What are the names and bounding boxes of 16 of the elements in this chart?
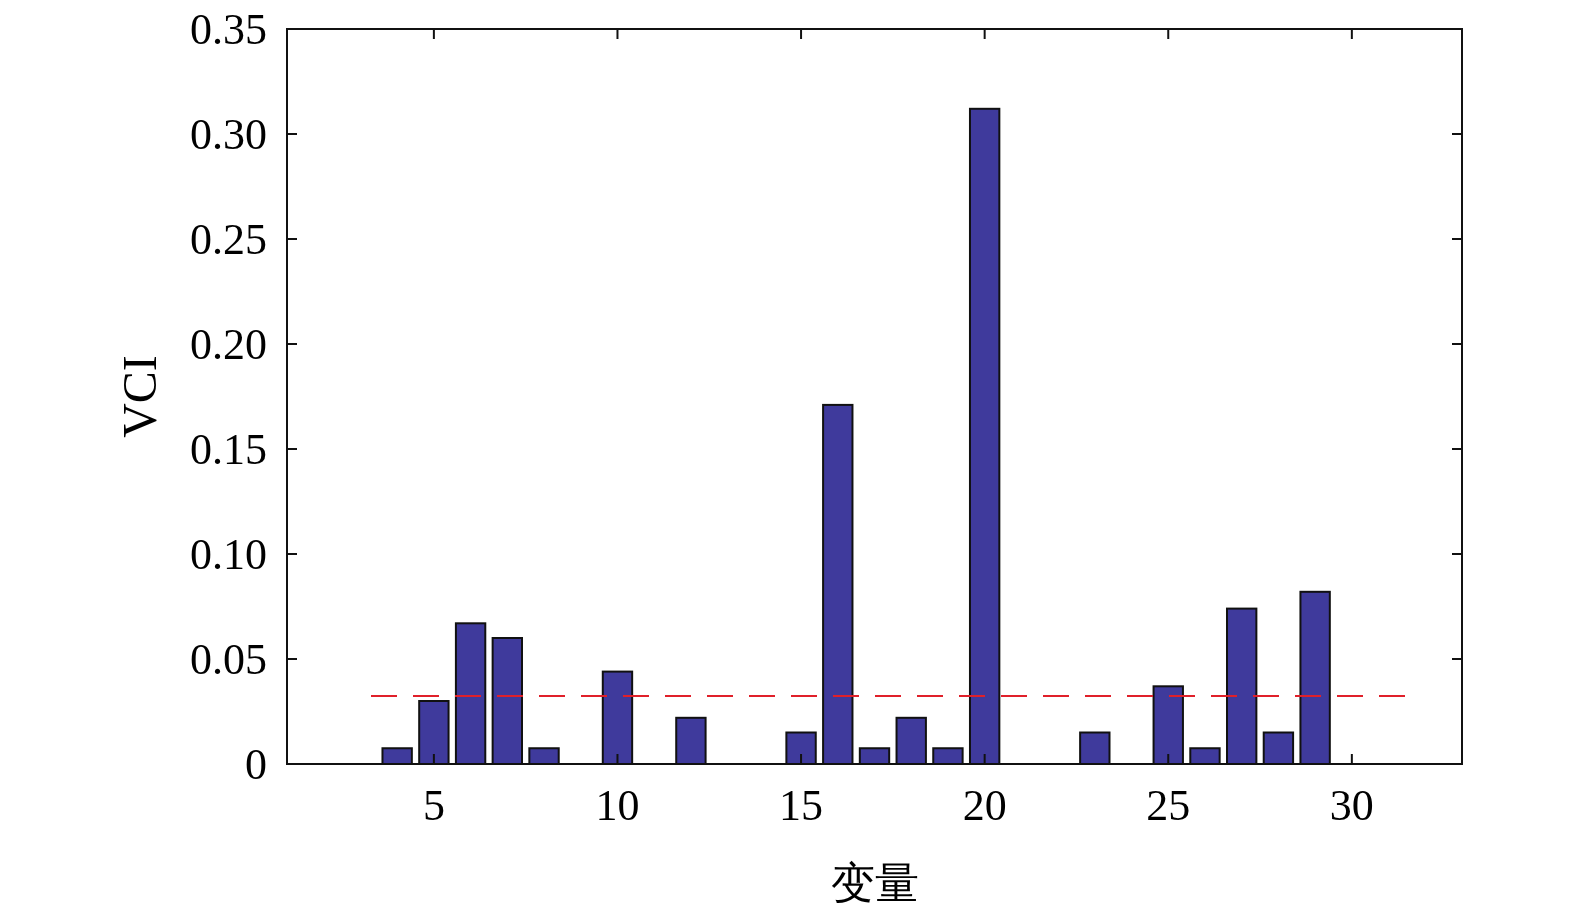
y-tick-label: 0.35	[190, 5, 267, 54]
x-axis-title: 变量	[830, 857, 919, 908]
y-tick-label: 0.30	[190, 110, 267, 159]
y-tick-label: 0.05	[190, 635, 267, 684]
y-tick-label: 0	[245, 740, 267, 789]
x-tick-label: 25	[1146, 781, 1191, 830]
x-tick-label: 30	[1329, 781, 1374, 830]
x-tick-label: 10	[595, 781, 640, 830]
y-tick-label: 0.20	[190, 320, 267, 369]
x-tick-label: 20	[962, 781, 1007, 830]
y-tick-label: 0.25	[190, 215, 267, 264]
x-tick-label: 15	[779, 781, 824, 830]
y-axis-title: VCI	[113, 355, 166, 438]
x-tick-label: 5	[422, 781, 445, 830]
y-tick-label: 0.10	[190, 530, 267, 579]
y-tick-label: 0.15	[190, 425, 267, 474]
